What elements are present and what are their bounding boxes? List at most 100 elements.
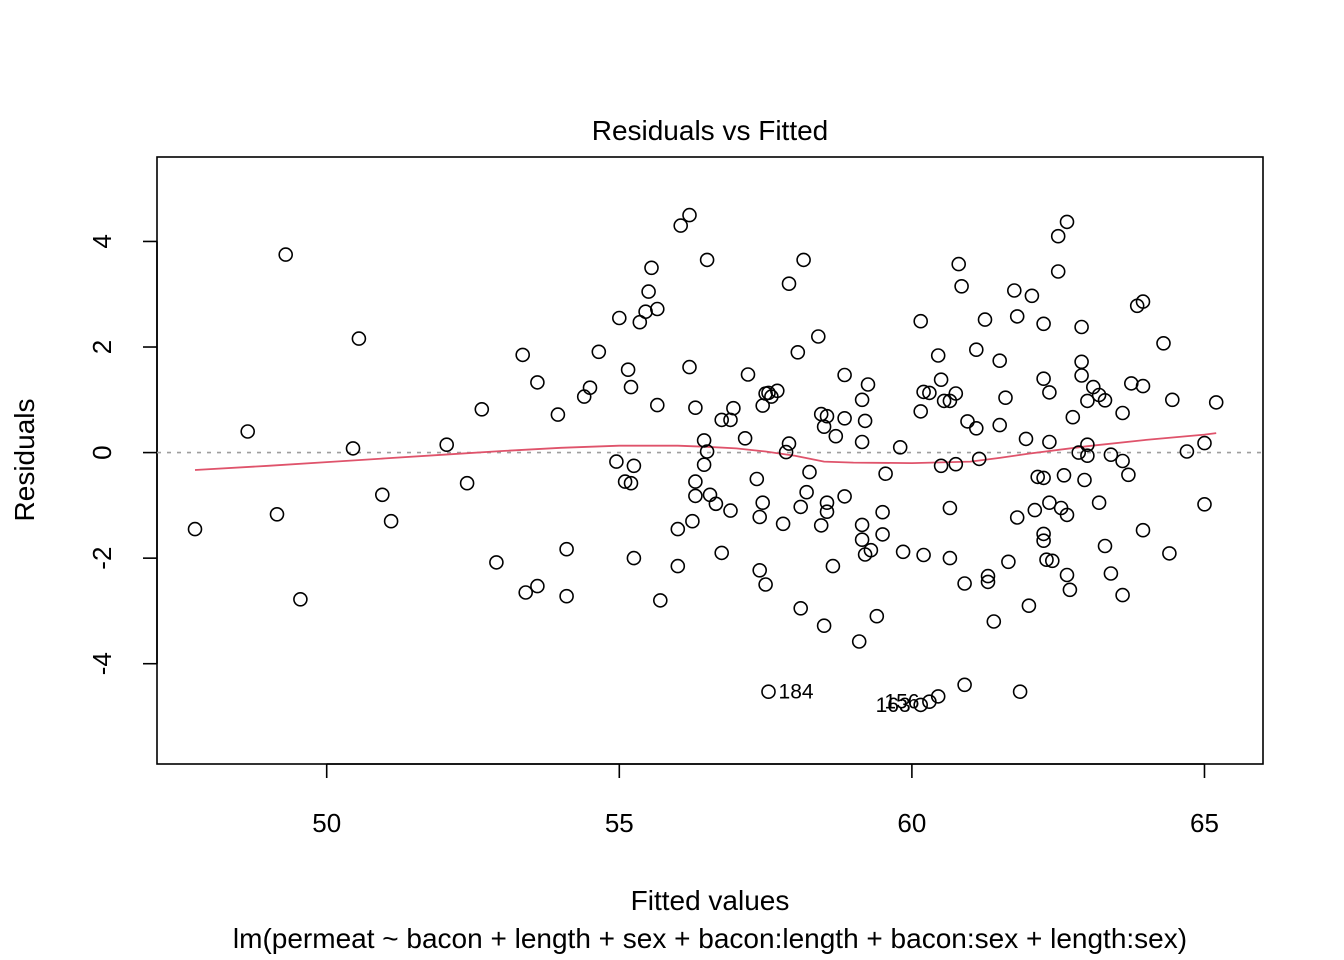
data-point — [688, 474, 703, 489]
y-tick-label: -4 — [87, 652, 117, 675]
data-point — [819, 495, 835, 511]
data-point — [793, 499, 809, 515]
data-point — [649, 397, 665, 413]
data-point — [652, 593, 668, 608]
data-point — [799, 484, 814, 500]
data-point — [980, 568, 996, 584]
data-point — [685, 513, 700, 529]
data-point — [922, 694, 937, 710]
data-point — [755, 495, 771, 511]
data-point — [1059, 507, 1075, 523]
y-tick-label: 0 — [87, 445, 117, 459]
data-point — [550, 407, 566, 422]
data-point — [459, 475, 475, 491]
data-point — [673, 218, 689, 233]
data-point — [240, 424, 255, 439]
data-point — [644, 260, 659, 276]
data-point — [1156, 335, 1171, 351]
data-point — [957, 677, 972, 693]
data-point — [688, 488, 703, 504]
data-point — [626, 550, 642, 566]
data-point — [1062, 582, 1078, 598]
data-point — [980, 574, 996, 590]
data-point — [696, 457, 712, 473]
data-point — [957, 576, 972, 591]
data-point — [860, 377, 876, 392]
data-point — [998, 390, 1013, 406]
data-point — [837, 410, 852, 426]
data-point — [1009, 510, 1025, 525]
data-point — [1097, 538, 1113, 554]
data-point — [699, 252, 715, 268]
y-tick-label: -2 — [87, 547, 117, 570]
data-point — [922, 385, 937, 401]
data-point — [1115, 453, 1130, 469]
data-point — [582, 380, 598, 396]
data-point — [854, 517, 870, 533]
data-point — [752, 509, 768, 525]
data-point — [374, 487, 390, 503]
data-point — [854, 532, 870, 548]
data-point — [1103, 566, 1119, 581]
data-point — [559, 588, 574, 604]
data-point — [591, 344, 607, 360]
data-point — [758, 577, 773, 592]
data-point — [439, 437, 455, 453]
data-point — [688, 400, 703, 416]
data-point — [796, 252, 811, 268]
data-point — [187, 521, 203, 537]
data-point — [992, 417, 1008, 433]
data-point — [992, 353, 1008, 369]
data-point — [977, 312, 993, 327]
data-point — [863, 542, 879, 558]
data-point — [986, 614, 1002, 629]
data-point — [851, 634, 867, 649]
data-point — [649, 301, 665, 317]
data-point — [916, 547, 931, 563]
data-point — [913, 313, 929, 329]
data-point — [1135, 522, 1151, 538]
data-point — [515, 347, 531, 363]
data-point — [857, 413, 873, 429]
data-point — [1197, 496, 1212, 512]
data-point — [775, 516, 791, 532]
model-formula-subtitle: lm(permeat ~ bacon + length + sex + baco… — [233, 923, 1187, 954]
data-point — [819, 504, 835, 520]
data-point — [708, 496, 724, 512]
data-point — [1103, 447, 1119, 463]
data-point — [740, 367, 756, 382]
data-point — [1197, 435, 1212, 451]
data-point — [1059, 567, 1075, 583]
point-label: 184 — [779, 681, 814, 704]
data-point — [559, 541, 574, 557]
data-point — [623, 475, 639, 491]
data-point — [1208, 395, 1224, 410]
data-point — [530, 578, 545, 594]
data-point — [269, 506, 285, 522]
data-point — [1036, 470, 1051, 486]
data-point — [948, 456, 964, 472]
x-tick-label: 55 — [605, 808, 634, 838]
data-point — [875, 527, 890, 542]
data-point — [1074, 319, 1089, 335]
x-axis-label: Fitted values — [631, 885, 790, 916]
data-point — [930, 348, 946, 363]
data-point — [1018, 431, 1034, 447]
data-point — [1042, 434, 1057, 450]
x-axis: 50 55 60 65 — [312, 763, 1219, 838]
data-point — [837, 367, 852, 383]
data-point — [383, 513, 399, 529]
data-point — [878, 466, 893, 482]
data-point — [682, 207, 697, 223]
data-point — [837, 489, 852, 504]
data-point — [936, 393, 952, 409]
data-point — [1039, 552, 1054, 568]
data-point — [723, 503, 738, 518]
data-point — [1115, 405, 1130, 421]
data-point — [530, 375, 545, 390]
data-point — [620, 362, 636, 378]
data-point — [816, 419, 832, 435]
data-point — [617, 474, 633, 489]
data-point — [793, 600, 809, 616]
